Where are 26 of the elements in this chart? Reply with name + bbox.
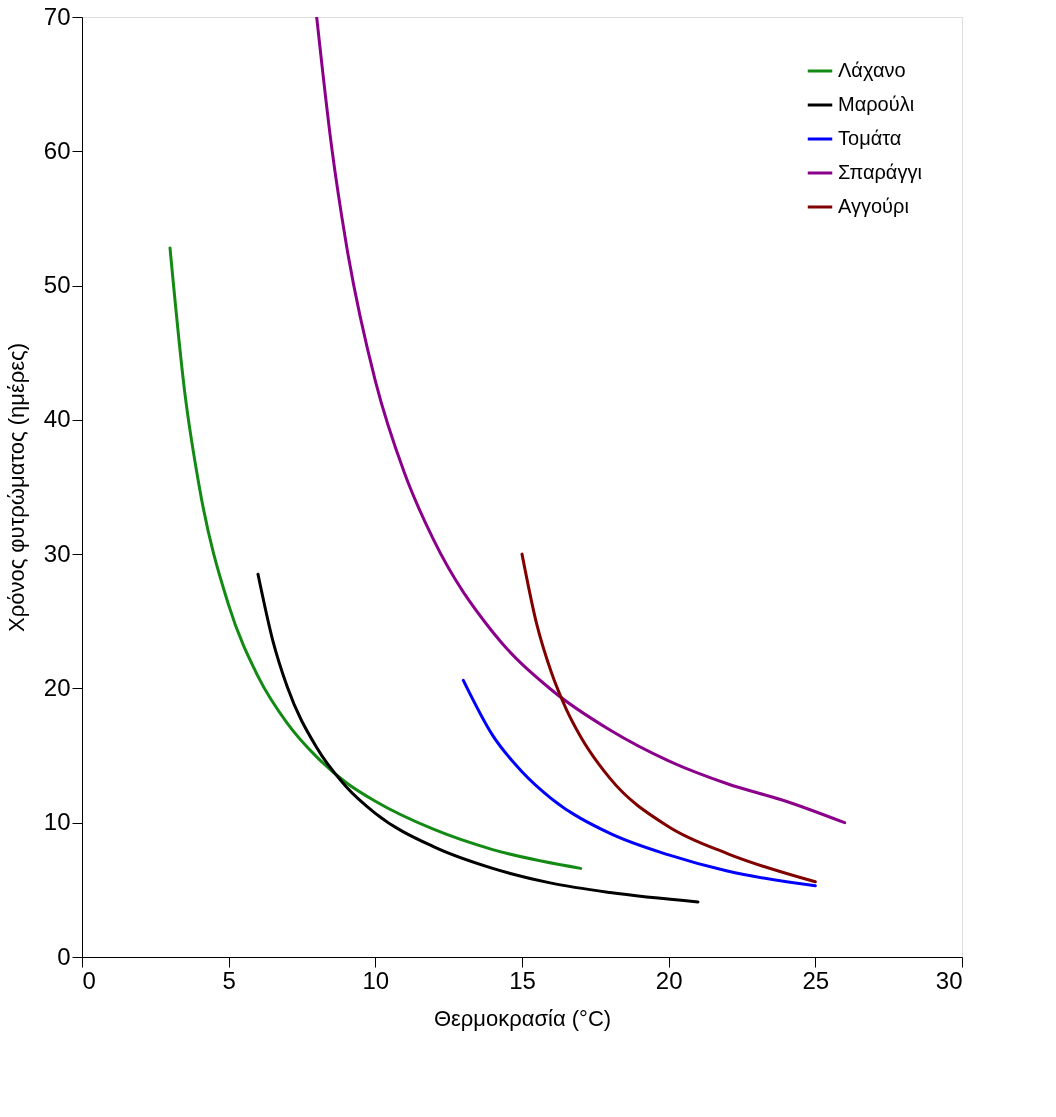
x-axis-title: Θερμοκρασία (°C) [433,1005,612,1031]
y-tick-label: 20 [43,673,71,701]
legend-label: Σπαράγγι [838,161,922,183]
y-tick-label: 40 [43,405,71,433]
legend-label: Λάχανο [838,59,906,81]
legend-label: Τομάτα [838,127,902,149]
line-series [461,678,817,888]
x-tick-label: 25 [802,966,830,994]
y-tick-label: 0 [57,942,71,970]
y-tick-label: 60 [43,136,71,164]
y-tick-label: 30 [43,539,71,567]
x-tick-label: 20 [655,966,683,994]
x-tick-label: 15 [509,966,536,994]
y-axis-title: Χρόνος φυτρώματος (ημέρες) [3,342,29,633]
x-tick-label: 0 [82,966,96,994]
line-series [256,572,700,904]
x-tick-label: 10 [362,966,390,994]
line-series [520,552,817,884]
y-tick-label: 50 [43,271,71,299]
legend-label: Αγγούρι [838,195,909,217]
legend-label: Μαρούλι [838,93,915,115]
line-series [168,246,583,870]
x-tick-label: 30 [935,966,963,994]
y-tick-label: 70 [43,2,71,30]
y-tick-label: 10 [43,808,71,836]
x-tick-label: 5 [222,966,236,994]
